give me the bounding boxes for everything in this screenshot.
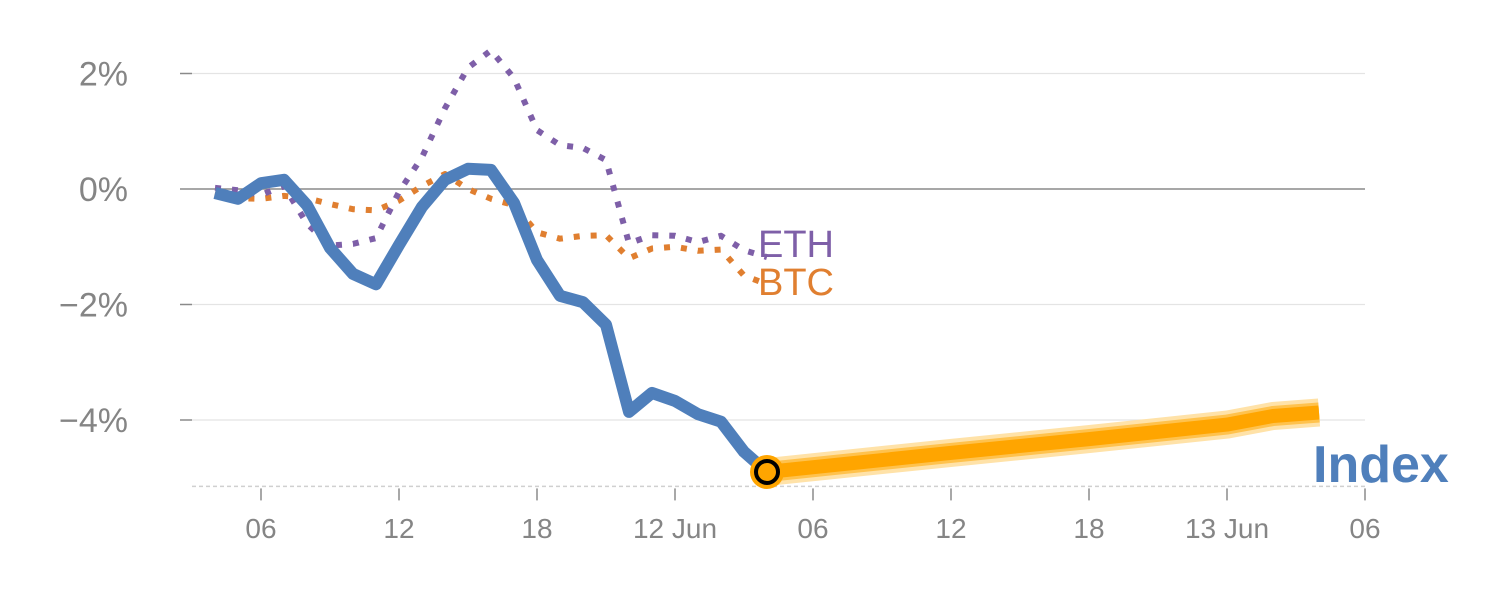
x-tick-label: 12 Jun (633, 513, 717, 544)
y-tick-label: 0% (79, 171, 128, 209)
x-tick-label: 06 (1349, 513, 1380, 544)
x-axis: 06 12 18 12 Jun 06 12 18 13 Jun 06 (192, 485, 1381, 544)
btc-label: BTC (758, 262, 834, 304)
x-tick-label: 12 (383, 513, 414, 544)
y-tick-label: 2% (79, 56, 128, 94)
y-tick-label: −4% (59, 402, 128, 440)
x-tick-label: 13 Jun (1185, 513, 1269, 544)
index-line (213, 162, 771, 477)
btc-line (214, 171, 769, 288)
eth-label: ETH (758, 224, 834, 266)
index-label: Index (1313, 436, 1449, 494)
eth-line (214, 47, 768, 260)
y-axis: 2% 0% −2% −4% (59, 56, 192, 440)
forecast-line (766, 405, 1320, 479)
current-point-marker (754, 458, 780, 485)
x-tick-label: 06 (245, 513, 276, 544)
x-tick-label: 06 (797, 513, 828, 544)
series-lines (213, 47, 1321, 489)
y-tick-label: −2% (59, 287, 128, 325)
x-tick-label: 18 (521, 513, 552, 544)
x-tick-label: 18 (1073, 513, 1104, 544)
x-tick-label: 12 (935, 513, 966, 544)
